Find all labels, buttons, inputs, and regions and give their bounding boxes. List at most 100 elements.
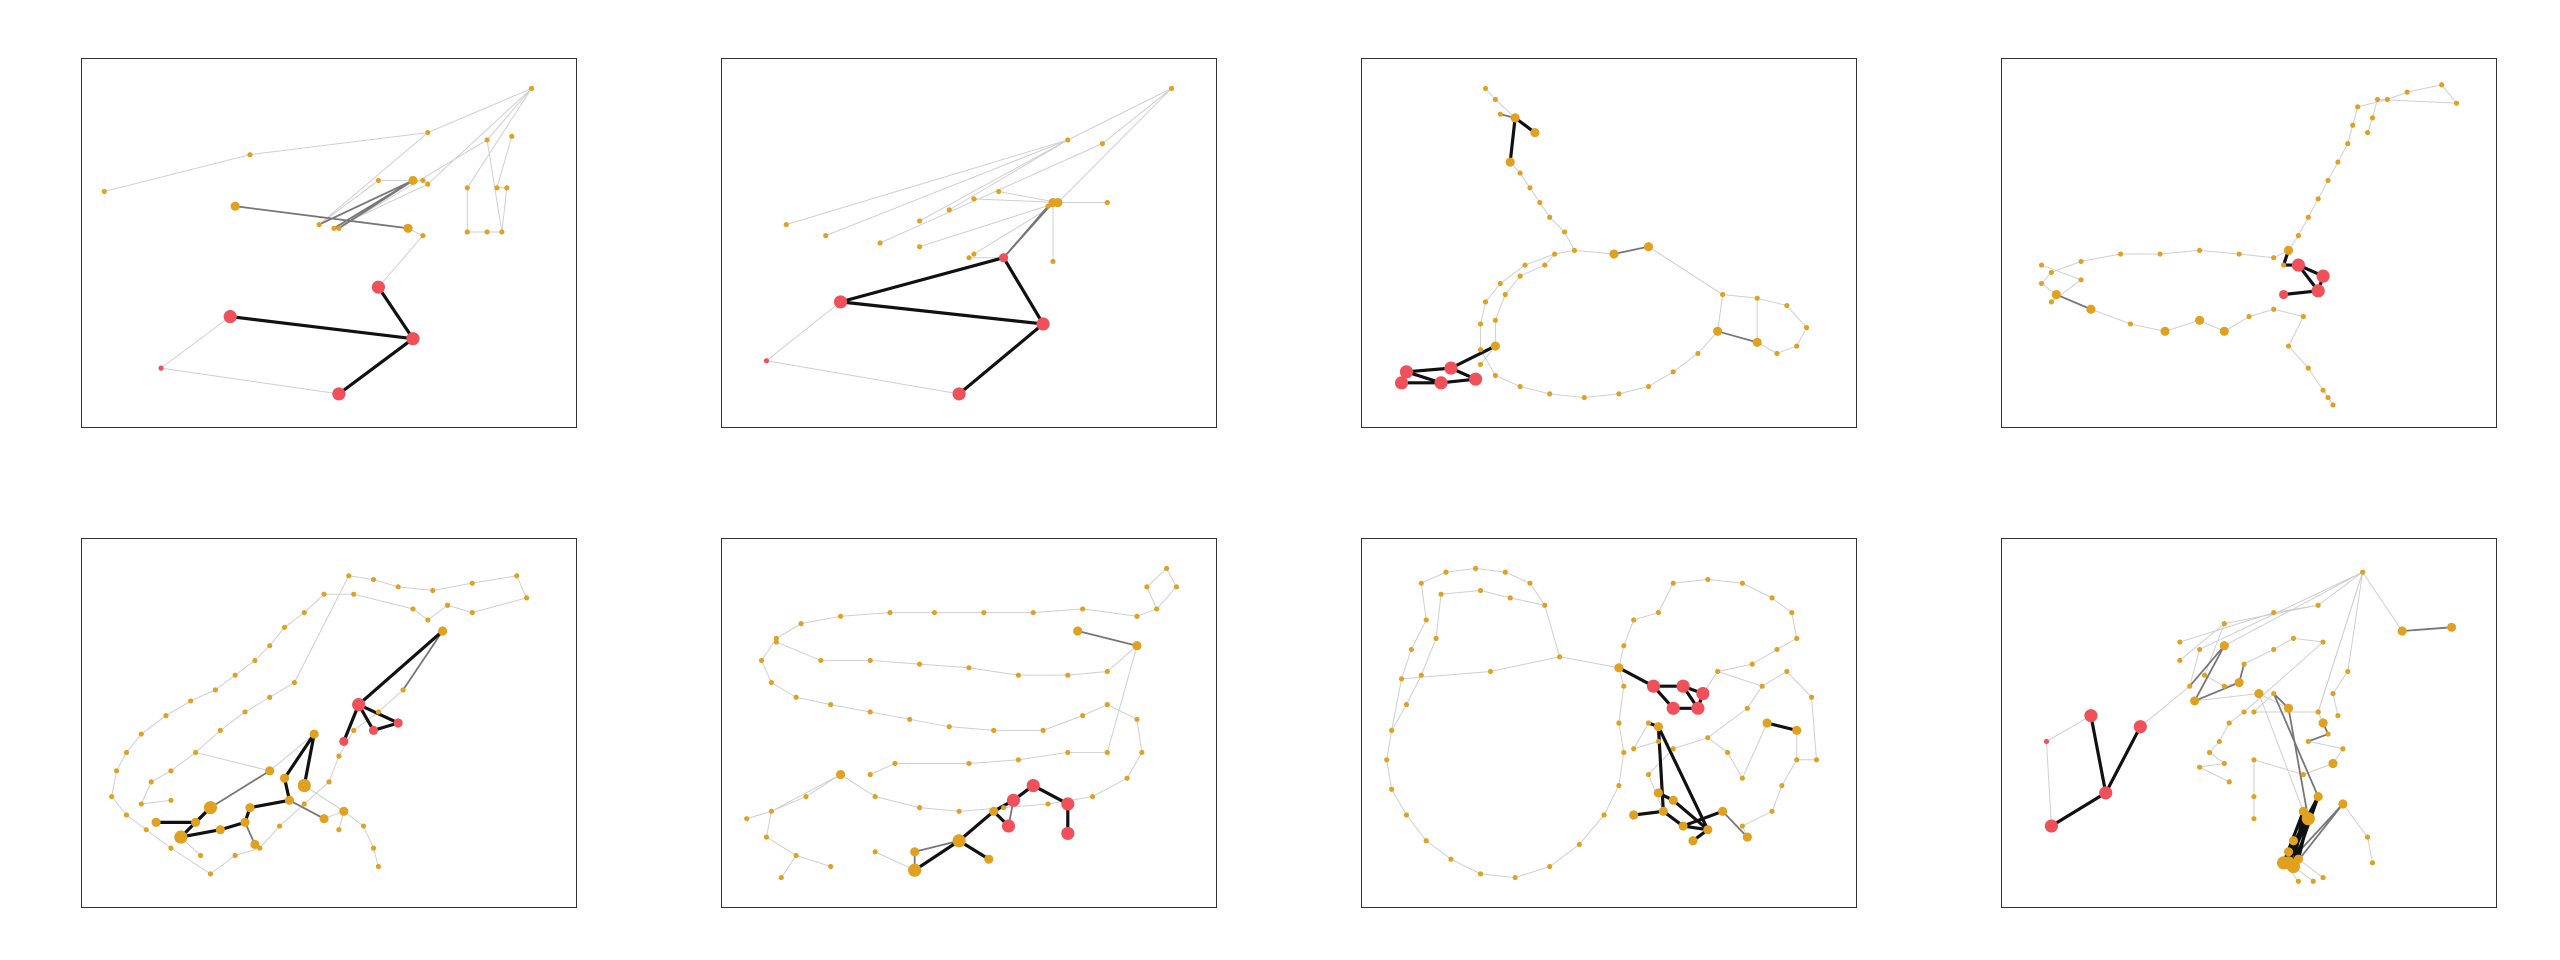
graph-edge <box>1811 696 1817 761</box>
graph-node <box>1715 668 1721 675</box>
graph-node <box>2446 622 2457 632</box>
graph-edge <box>259 825 281 849</box>
graph-node <box>1065 749 1071 756</box>
graph-edge <box>968 667 1019 676</box>
graph-node <box>2453 100 2460 106</box>
graph-node <box>1542 262 1548 268</box>
graph-node <box>217 727 223 733</box>
graph-edge <box>1741 810 1773 827</box>
graph-node <box>2216 738 2222 744</box>
graph-edge <box>1707 707 1748 739</box>
graph-node-highlighted <box>763 358 770 364</box>
graph-edge <box>234 205 409 230</box>
graph-edge <box>1519 264 1546 277</box>
graph-edge <box>2258 693 2290 709</box>
graph-edge <box>2273 308 2304 318</box>
graph-edge <box>1618 386 1650 395</box>
graph-edge <box>1391 678 1403 731</box>
graph-node <box>1749 661 1755 667</box>
graph-node <box>1653 788 1663 798</box>
graph-node <box>1080 606 1086 612</box>
graph-node <box>1048 197 1058 208</box>
graph-node <box>425 130 431 136</box>
graph-node <box>946 207 952 213</box>
graph-edge <box>998 190 1059 204</box>
graph-node <box>509 133 515 139</box>
graph-edge <box>1401 648 1412 680</box>
graph-node <box>2310 878 2316 884</box>
graph-edge <box>1391 704 1407 731</box>
graph-node <box>2283 703 2294 713</box>
graph-node <box>1739 775 1745 781</box>
graph-node <box>2384 96 2390 103</box>
graph-node <box>1621 643 1627 649</box>
graph-node <box>1804 325 1810 331</box>
graph-node <box>996 188 1002 195</box>
graph-edge <box>919 663 970 669</box>
graph-edge <box>2243 641 2324 713</box>
graph-node <box>245 803 255 813</box>
graph-edge <box>111 796 127 816</box>
graph-node <box>2226 720 2232 726</box>
graph-edge <box>1435 593 1442 639</box>
graph-edge <box>770 796 807 812</box>
graph-edge <box>2307 367 2324 391</box>
graph-edge <box>471 575 518 584</box>
graph-node <box>279 773 290 783</box>
graph-edge <box>2357 98 2388 108</box>
graph-node <box>1653 722 1663 732</box>
graph-edge <box>1504 275 1521 296</box>
graph-edge <box>342 703 361 743</box>
graph-node <box>2325 731 2331 737</box>
graph-edge <box>919 202 1059 248</box>
node-layer <box>1384 565 1820 881</box>
graph-node <box>1670 746 1676 752</box>
graph-node <box>952 834 966 848</box>
graph-edge <box>140 799 172 805</box>
graph-canvas-6 <box>744 565 1180 881</box>
graph-node <box>2364 834 2371 840</box>
graph-edge <box>968 759 1019 764</box>
graph-node <box>872 794 878 800</box>
graph-edge <box>874 796 921 809</box>
graph-node <box>1132 641 1142 651</box>
graph-edge <box>948 726 995 731</box>
graph-panel-3 <box>1361 58 1857 428</box>
graph-edge <box>1401 670 1491 680</box>
graph-node <box>1448 856 1454 862</box>
graph-node <box>331 225 337 231</box>
graph-node <box>1631 617 1637 623</box>
graph-edge <box>353 711 379 731</box>
graph-node <box>828 702 834 708</box>
graph-node <box>1065 137 1071 143</box>
graph-edge <box>1613 245 1650 255</box>
graph-edge <box>318 179 414 226</box>
graph-edge <box>248 798 292 810</box>
graph-edge <box>2253 693 2275 713</box>
graph-node <box>2318 718 2328 728</box>
graph-edge <box>1603 785 1620 816</box>
graph-edge <box>288 799 325 820</box>
graph-node <box>1547 391 1553 397</box>
graph-edge <box>214 674 236 691</box>
graph-edge <box>1583 393 1620 399</box>
graph-edge <box>2441 84 2457 104</box>
graph-node <box>370 576 377 583</box>
graph-node <box>143 827 149 833</box>
graph-edge <box>318 132 429 226</box>
graph-edge <box>1017 751 1069 761</box>
graph-edge <box>228 315 415 341</box>
graph-node-highlighted <box>1666 701 1680 715</box>
graph-edge <box>775 623 802 639</box>
graph-node <box>2338 799 2348 809</box>
graph-node <box>2251 816 2257 822</box>
graph-edge <box>2332 670 2349 695</box>
graph-node <box>301 610 307 616</box>
graph-node <box>1784 668 1790 675</box>
graph-node <box>1742 832 1752 842</box>
graph-node-highlighted <box>1444 361 1458 375</box>
graph-edge <box>328 755 340 783</box>
graph-node <box>1389 727 1395 733</box>
graph-node <box>2283 245 2294 255</box>
graph-node <box>867 657 873 664</box>
